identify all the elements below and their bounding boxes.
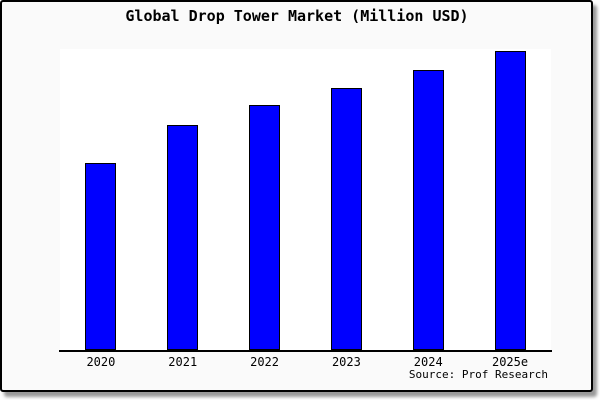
- bar-slot: [387, 49, 469, 350]
- bar-slot: [305, 49, 387, 350]
- bar-2020: [85, 162, 117, 350]
- x-tick-label-2021: 2021: [168, 355, 198, 369]
- x-tick-label-2023: 2023: [331, 355, 361, 369]
- bar-2024: [412, 69, 444, 350]
- x-tick-label-2024: 2024: [413, 355, 443, 369]
- chart-title: Global Drop Tower Market (Million USD): [125, 7, 469, 25]
- bar-slot: [224, 49, 306, 350]
- x-tick-label-2025e: 2025e: [491, 355, 529, 369]
- x-tick-label-2022: 2022: [250, 355, 280, 369]
- bar-2022: [249, 105, 281, 350]
- x-tick-label-2020: 2020: [86, 355, 116, 369]
- bar-slot: [469, 49, 551, 350]
- plot-area: [60, 49, 551, 350]
- x-axis-labels: 2020 2021 2022 2023 2024 2025e: [60, 355, 551, 369]
- source-credit: Source: Prof Research: [408, 368, 548, 381]
- bar-slot: [142, 49, 224, 350]
- x-axis-line: [59, 350, 552, 352]
- bar-2025e: [494, 50, 526, 350]
- bar-2023: [330, 87, 362, 350]
- bar-2021: [167, 124, 199, 350]
- bar-slot: [60, 49, 142, 350]
